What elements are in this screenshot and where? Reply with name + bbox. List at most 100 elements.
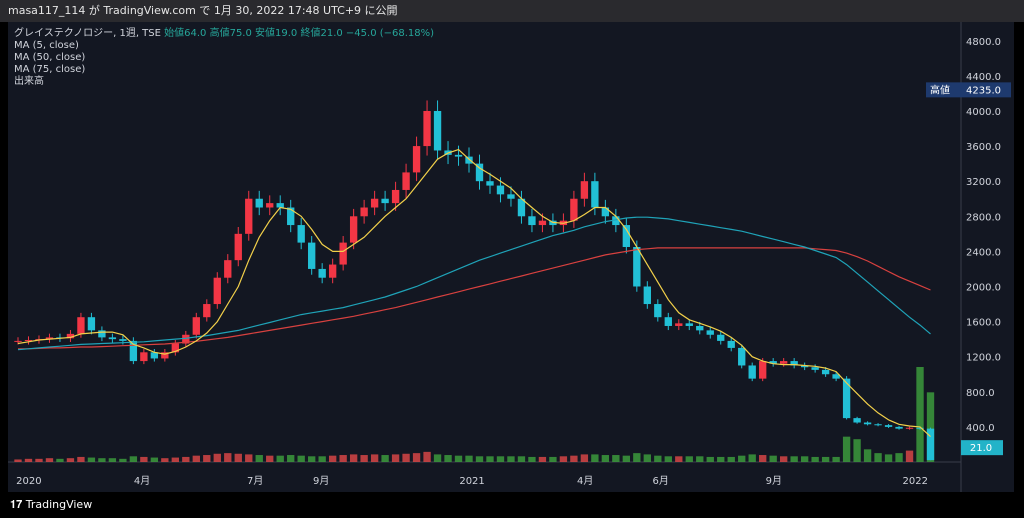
volume-bar bbox=[905, 450, 914, 462]
volume-bar bbox=[685, 456, 693, 462]
candle-body bbox=[727, 340, 735, 348]
volume-bar bbox=[328, 455, 337, 462]
volume-bar bbox=[622, 455, 631, 462]
volume-bar bbox=[98, 458, 106, 462]
candle-body bbox=[66, 333, 75, 339]
price-chart[interactable]: 4800.0 4400.0 4000.0 3600.0 3200.0 2800.0 2400… bbox=[8, 22, 1014, 492]
legend-ma75[interactable]: MA (75, close) bbox=[14, 64, 86, 75]
volume-bar bbox=[863, 449, 872, 462]
candle-body bbox=[412, 146, 421, 173]
volume-bar bbox=[87, 457, 96, 462]
volume-bar bbox=[297, 455, 305, 462]
volume-bar bbox=[842, 436, 851, 462]
candle-body bbox=[528, 216, 536, 226]
candle-body bbox=[905, 427, 914, 429]
candle-body bbox=[328, 264, 337, 278]
volume-bar bbox=[287, 455, 295, 462]
candle-body bbox=[633, 247, 641, 287]
legend-ohlc: 始値64.0 高値75.0 安値19.0 終値21.0 −45.0 (−68.1… bbox=[164, 28, 435, 39]
volume-bar bbox=[245, 454, 253, 462]
publisher-bar: masa117_114 が TradingView.com で 1月 30, 2… bbox=[0, 0, 1024, 22]
x-tick-label: 6月 bbox=[652, 475, 668, 487]
candle-body bbox=[349, 216, 358, 243]
chart-panel[interactable]: 4800.0 4400.0 4000.0 3600.0 3200.0 2800.0 2400… bbox=[8, 22, 1014, 492]
volume-bar bbox=[475, 456, 484, 462]
volume-bar bbox=[391, 454, 400, 462]
tradingview-logo[interactable]: 𝟏𝟕 TradingView bbox=[10, 492, 92, 518]
volume-bar bbox=[360, 455, 368, 462]
volume-bar bbox=[182, 456, 190, 462]
candle-body bbox=[916, 427, 924, 429]
candle-body bbox=[926, 428, 935, 461]
candle-body bbox=[580, 181, 589, 199]
volume-bar bbox=[591, 454, 599, 462]
candle-body bbox=[402, 172, 410, 190]
volume-bar bbox=[255, 455, 263, 462]
volume-bar bbox=[779, 456, 788, 462]
candle-body bbox=[161, 352, 169, 359]
volume-bar bbox=[234, 453, 242, 462]
candle-body bbox=[643, 286, 651, 305]
volume-bar bbox=[496, 456, 505, 462]
y-tick-label: 3600.0 bbox=[966, 142, 1001, 153]
y-tick-label: 2000.0 bbox=[966, 282, 1001, 293]
candle-body bbox=[465, 156, 473, 164]
volume-bar bbox=[570, 455, 578, 462]
volume-bar bbox=[381, 455, 389, 462]
y-tick-label: 4000.0 bbox=[966, 107, 1001, 118]
candle-body bbox=[192, 317, 200, 335]
volume-bar bbox=[517, 456, 526, 462]
volume-bar bbox=[423, 451, 431, 462]
candle-body bbox=[790, 361, 798, 366]
y-tick-label: 2400.0 bbox=[966, 247, 1001, 258]
publisher-text: masa117_114 が TradingView.com で 1月 30, 2… bbox=[8, 4, 398, 17]
y-tick-label: 1200.0 bbox=[966, 353, 1001, 364]
last-price-value: 21.0 bbox=[970, 443, 992, 454]
volume-bar bbox=[276, 455, 284, 462]
volume-bar bbox=[140, 456, 148, 462]
candle-body bbox=[664, 317, 672, 326]
volume-bar bbox=[884, 454, 893, 462]
candle-body bbox=[182, 334, 190, 344]
candle-body bbox=[538, 220, 547, 226]
candle-body bbox=[171, 343, 180, 353]
volume-bar bbox=[926, 392, 935, 462]
legend-symbol: グレイステクノロジー, 1週, TSE bbox=[14, 28, 161, 39]
volume-bar bbox=[675, 456, 683, 462]
volume-bar bbox=[433, 454, 442, 462]
volume-bar bbox=[486, 456, 494, 462]
candle-body bbox=[654, 304, 662, 318]
candle-body bbox=[832, 374, 840, 379]
candle-body bbox=[821, 369, 830, 375]
volume-bar bbox=[580, 454, 589, 462]
volume-bar bbox=[748, 454, 756, 462]
candle-body bbox=[884, 425, 893, 427]
tv-brand-text: TradingView bbox=[25, 498, 93, 511]
candle-body bbox=[391, 189, 400, 204]
volume-bar bbox=[444, 455, 452, 462]
candle-body bbox=[318, 268, 326, 278]
volume-bar bbox=[339, 455, 347, 462]
volume-bar bbox=[528, 456, 536, 462]
legend-ma50[interactable]: MA (50, close) bbox=[14, 52, 86, 63]
volume-bar bbox=[696, 456, 704, 462]
candle-body bbox=[108, 337, 117, 340]
volume-bar bbox=[192, 455, 200, 462]
candle-body bbox=[224, 260, 232, 278]
volume-bar bbox=[108, 458, 117, 462]
volume-bar bbox=[213, 453, 221, 462]
volume-bar bbox=[412, 453, 421, 462]
x-tick-label: 2021 bbox=[459, 476, 484, 487]
volume-bar bbox=[507, 456, 515, 462]
candle-body bbox=[748, 365, 756, 379]
candle-body bbox=[433, 110, 442, 151]
legend-ma5[interactable]: MA (5, close) bbox=[14, 40, 79, 51]
volume-bar bbox=[654, 455, 662, 462]
y-tick-label: 1600.0 bbox=[966, 318, 1001, 329]
volume-bar bbox=[738, 455, 746, 462]
x-tick-label: 7月 bbox=[247, 475, 263, 487]
footer-bar: 𝟏𝟕 TradingView bbox=[0, 492, 1024, 518]
volume-bar bbox=[161, 458, 169, 462]
legend-volume[interactable]: 出来高 bbox=[14, 76, 44, 87]
ma50-line bbox=[17, 216, 931, 351]
